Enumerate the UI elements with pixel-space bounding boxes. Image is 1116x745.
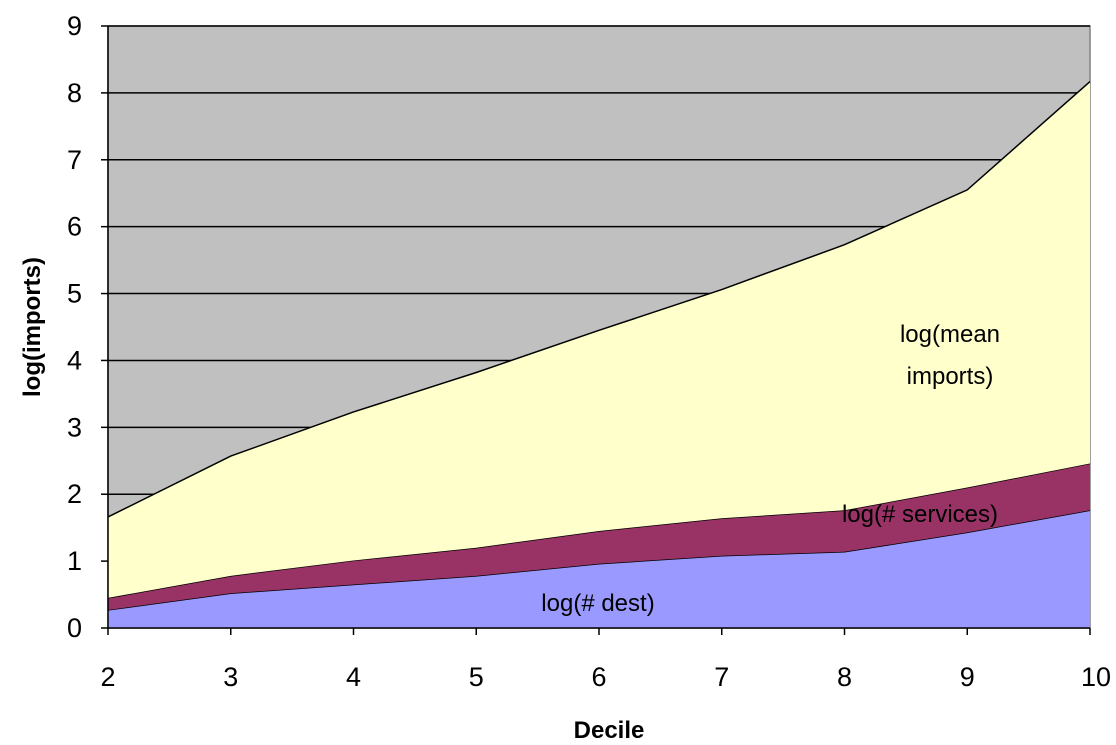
x-tick-label-6: 6: [591, 662, 606, 692]
x-tick-labels: 2 3 4 5 6 7 8 9 10: [100, 662, 1111, 692]
area-series-2-boundary: [107, 80, 1091, 518]
y-tick-label-5: 5: [67, 279, 82, 309]
area-series-2: [108, 81, 1090, 598]
y-tick-label-8: 8: [67, 78, 82, 108]
x-tick-label-10: 10: [1081, 662, 1111, 692]
annotation-dest: log(# dest): [541, 590, 654, 617]
y-tick-label-7: 7: [67, 145, 82, 175]
y-tick-label-9: 9: [67, 11, 82, 41]
y-tick-label-6: 6: [67, 212, 82, 242]
annotation-services: log(# services): [842, 501, 998, 528]
x-tick-label-3: 3: [223, 662, 238, 692]
y-tick-label-0: 0: [67, 613, 82, 643]
area-series: [107, 80, 1091, 628]
annotation-mean-line1: log(mean: [900, 321, 1000, 348]
annotations: log(# dest) log(# services) log(mean imp…: [541, 321, 1000, 617]
x-tick-label-7: 7: [714, 662, 729, 692]
y-tick-labels: 0 1 2 3 4 5 6 7 8 9: [67, 11, 82, 643]
annotation-mean-line2: imports): [907, 363, 994, 390]
y-tick-label-3: 3: [67, 412, 82, 442]
x-tick-label-2: 2: [100, 662, 115, 692]
y-tick-label-1: 1: [67, 546, 82, 576]
y-tick-label-4: 4: [67, 345, 82, 375]
x-tick-label-9: 9: [960, 662, 975, 692]
x-axis-title: Decile: [574, 717, 645, 744]
x-tick-label-5: 5: [469, 662, 484, 692]
area-series-0: [108, 510, 1090, 628]
area-series-1: [108, 463, 1090, 610]
y-axis-title: log(imports): [19, 257, 46, 397]
x-tick-label-4: 4: [346, 662, 361, 692]
axes: [101, 25, 1091, 635]
x-tick-label-8: 8: [837, 662, 852, 692]
y-tick-label-2: 2: [67, 479, 82, 509]
